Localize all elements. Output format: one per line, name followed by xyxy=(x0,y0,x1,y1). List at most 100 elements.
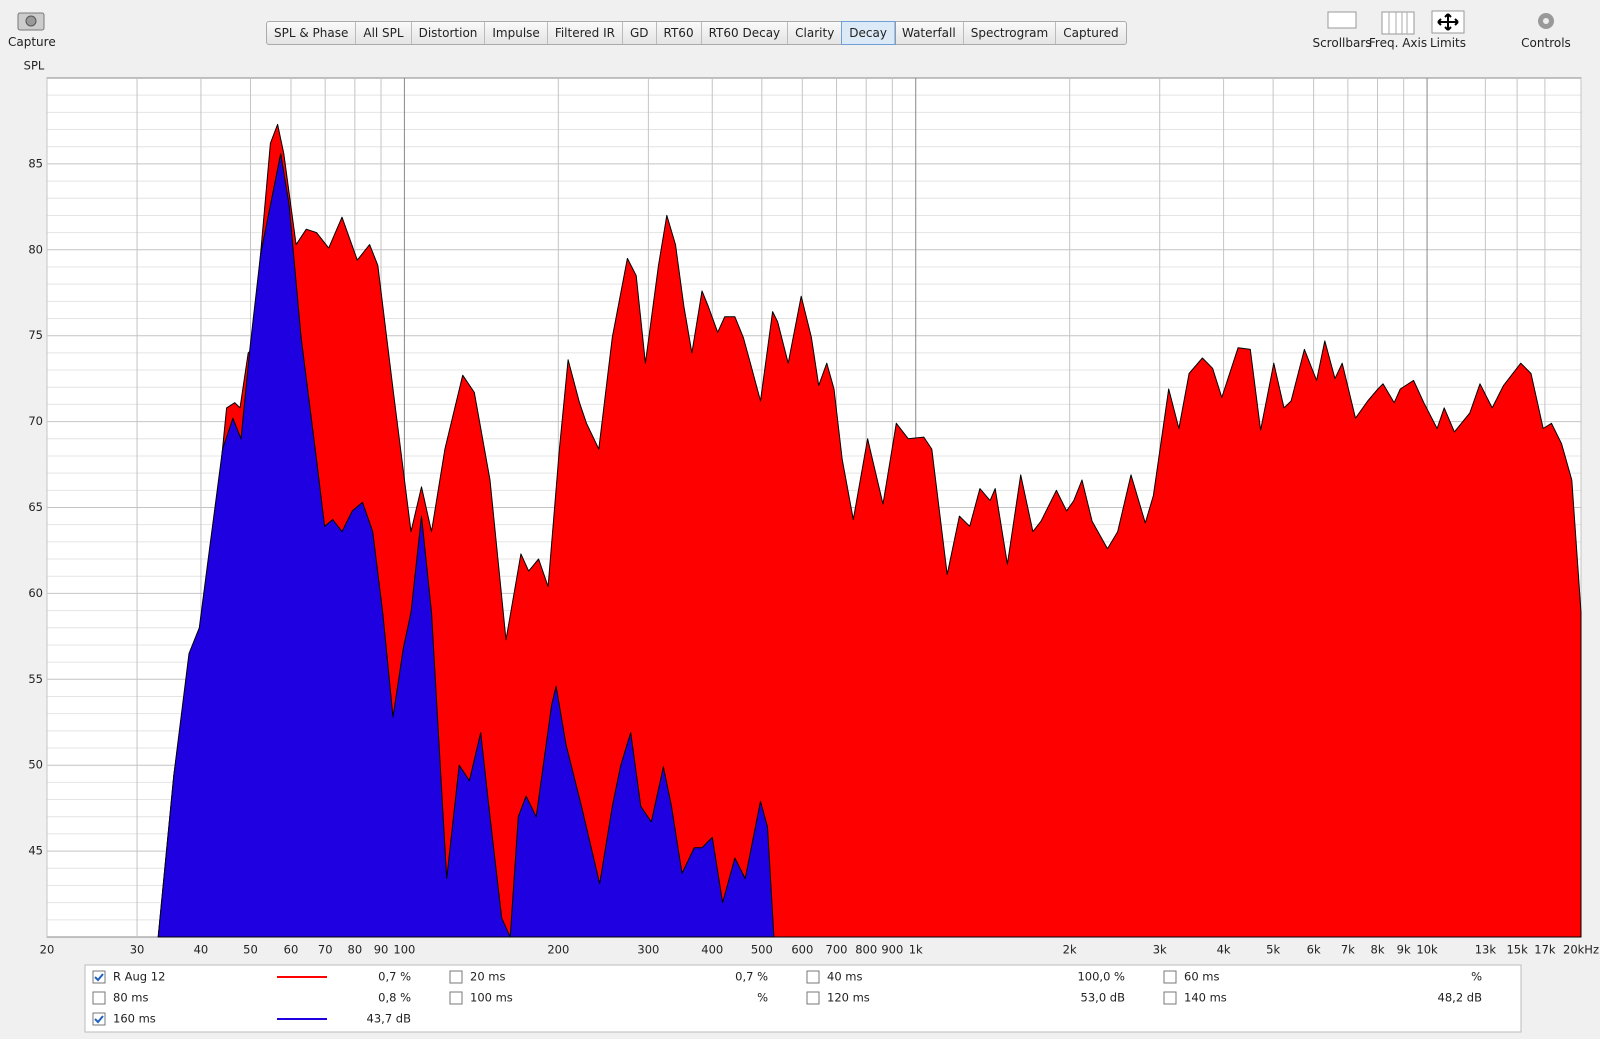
y-axis-label: SPL xyxy=(24,59,45,73)
x-tick-label: 40 xyxy=(194,943,209,957)
tool-button[interactable]: Limits xyxy=(1413,8,1483,50)
legend-label: 160 ms xyxy=(113,1012,156,1026)
legend-label: 40 ms xyxy=(827,970,862,984)
legend-readout: 0,8 % xyxy=(378,991,411,1005)
tool-label: Limits xyxy=(1430,36,1466,50)
tab[interactable]: SPL & Phase xyxy=(267,22,357,44)
x-tick-label: 4k xyxy=(1217,943,1231,957)
x-tick-label: 1k xyxy=(909,943,923,957)
tool-icon xyxy=(1381,11,1415,35)
tab[interactable]: RT60 Decay xyxy=(702,22,789,44)
decay-area xyxy=(157,153,775,938)
x-tick-label: 100 xyxy=(393,943,415,957)
x-tick-label: 13k xyxy=(1475,943,1497,957)
x-tick-label: 2k xyxy=(1063,943,1077,957)
x-tick-label: 300 xyxy=(637,943,659,957)
tab[interactable]: Captured xyxy=(1063,26,1119,40)
y-tick-label: 75 xyxy=(28,328,43,342)
decay-area xyxy=(157,123,1582,938)
checkbox[interactable] xyxy=(806,991,820,1005)
x-tick-label: 15k xyxy=(1506,943,1528,957)
legend-readout: % xyxy=(757,991,768,1005)
legend-readout: 100,0 % xyxy=(1077,970,1125,984)
legend-label: 60 ms xyxy=(1184,970,1219,984)
tab[interactable]: Impulse xyxy=(485,22,548,44)
y-tick-label: 70 xyxy=(28,414,43,428)
legend-readout: % xyxy=(1471,970,1482,984)
tool-label: Freq. Axis xyxy=(1368,36,1428,50)
checkbox[interactable] xyxy=(449,970,463,984)
y-tick-label: 50 xyxy=(28,758,43,772)
legend-readout: 53,0 dB xyxy=(1081,991,1126,1005)
x-tick-label: 90 xyxy=(374,943,389,957)
tab[interactable]: All SPL xyxy=(356,22,412,44)
y-tick-label: 55 xyxy=(28,672,43,686)
legend-label: 80 ms xyxy=(113,991,148,1005)
legend-readout: 0,7 % xyxy=(378,970,411,984)
legend-label: R Aug 12 xyxy=(113,970,165,984)
checkbox[interactable] xyxy=(1163,991,1177,1005)
tab[interactable]: RT60 xyxy=(657,22,702,44)
x-tick-label: 70 xyxy=(318,943,333,957)
checkmark xyxy=(94,1015,104,1024)
checkbox[interactable] xyxy=(92,970,106,984)
legend-label: 140 ms xyxy=(1184,991,1227,1005)
tool-label: Controls xyxy=(1521,36,1571,50)
tab[interactable]: Clarity xyxy=(788,22,843,44)
tool-button[interactable]: Freq. Axis xyxy=(1363,8,1433,50)
x-tick-label: 50 xyxy=(243,943,258,957)
y-tick-label: 65 xyxy=(28,500,43,514)
checkbox[interactable] xyxy=(449,991,463,1005)
x-tick-label: 500 xyxy=(751,943,773,957)
tab[interactable]: Decay xyxy=(841,21,896,45)
capture-label: Capture xyxy=(8,35,56,49)
tab[interactable]: Distortion xyxy=(412,22,486,44)
x-tick-label: 80 xyxy=(348,943,363,957)
checkbox[interactable] xyxy=(1163,970,1177,984)
tool-icon xyxy=(1431,10,1465,34)
x-tick-label: 20kHz xyxy=(1563,943,1599,957)
x-tick-label: 60 xyxy=(284,943,299,957)
tool-button[interactable]: Scrollbars xyxy=(1307,8,1377,50)
y-tick-label: 45 xyxy=(28,844,43,858)
x-tick-label: 17k xyxy=(1534,943,1556,957)
x-tick-label: 3k xyxy=(1153,943,1167,957)
legend-readout: 0,7 % xyxy=(735,970,768,984)
checkbox[interactable] xyxy=(92,1012,106,1026)
legend-label: 100 ms xyxy=(470,991,513,1005)
legend-label: 120 ms xyxy=(827,991,870,1005)
x-tick-label: 9k xyxy=(1397,943,1411,957)
x-tick-label: 600 xyxy=(791,943,813,957)
tab[interactable]: Filtered IR xyxy=(548,22,623,44)
tool-icon xyxy=(1327,11,1357,29)
tab[interactable]: Waterfall xyxy=(895,22,964,44)
x-tick-label: 7k xyxy=(1341,943,1355,957)
tool-button[interactable]: Controls xyxy=(1511,8,1581,50)
x-tick-label: 20 xyxy=(40,943,55,957)
y-tick-label: 80 xyxy=(28,242,43,256)
tool-label: Scrollbars xyxy=(1312,36,1372,50)
camera-icon xyxy=(17,12,45,31)
tool-icon xyxy=(1538,13,1554,29)
legend-readout: 43,7 dB xyxy=(367,1012,412,1026)
tab[interactable]: Spectrogram xyxy=(964,22,1057,44)
capture-button[interactable]: Capture xyxy=(8,8,56,49)
tab-bar: SPL & Phase All SPL Distortion Impulse Filte… xyxy=(266,21,1127,45)
checkbox[interactable] xyxy=(806,970,820,984)
x-tick-label: 10k xyxy=(1416,943,1438,957)
x-tick-label: 30 xyxy=(130,943,145,957)
tab[interactable]: GD xyxy=(623,22,657,44)
checkbox[interactable] xyxy=(92,991,106,1005)
x-tick-label: 6k xyxy=(1307,943,1321,957)
legend-label: 20 ms xyxy=(470,970,505,984)
y-tick-label: 60 xyxy=(28,586,43,600)
x-tick-label: 200 xyxy=(547,943,569,957)
y-tick-label: 85 xyxy=(28,156,43,170)
x-tick-label: 8k xyxy=(1371,943,1385,957)
legend-box xyxy=(84,964,1522,1033)
x-tick-label: 800 xyxy=(855,943,877,957)
x-tick-label: 700 xyxy=(826,943,848,957)
checkmark xyxy=(94,973,104,982)
